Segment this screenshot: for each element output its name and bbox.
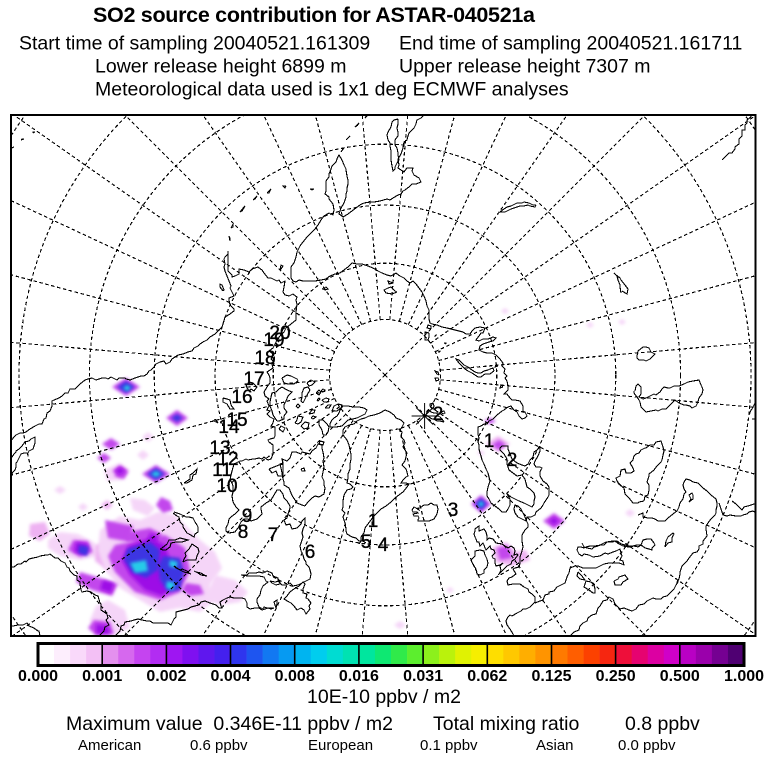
svg-text:0.125: 0.125 (531, 668, 571, 685)
svg-text:18: 18 (254, 348, 275, 369)
svg-text:9: 9 (242, 506, 253, 527)
svg-text:1: 1 (368, 511, 379, 532)
svg-text:0.016: 0.016 (339, 668, 379, 685)
svg-text:0.8 ppbv: 0.8 ppbv (625, 713, 700, 735)
svg-text:Total mixing ratio: Total mixing ratio (433, 713, 579, 735)
svg-text:16: 16 (231, 387, 252, 408)
svg-text:7: 7 (268, 525, 279, 546)
svg-text:0.000: 0.000 (18, 668, 58, 685)
svg-text:0.001: 0.001 (82, 668, 122, 685)
svg-text:Upper release height 7307 m: Upper release height 7307 m (399, 56, 651, 78)
svg-text:6: 6 (305, 542, 316, 563)
svg-text:0.250: 0.250 (596, 668, 636, 685)
svg-text:2: 2 (507, 450, 518, 471)
svg-text:Asian: Asian (536, 737, 574, 754)
svg-text:End time of sampling 20040521.: End time of sampling 20040521.161711 (399, 33, 742, 55)
svg-text:20: 20 (269, 323, 290, 344)
svg-text:European: European (308, 737, 373, 754)
svg-text:5: 5 (361, 532, 372, 553)
svg-text:4: 4 (378, 535, 389, 556)
svg-text:Maximum value 0.346E-11 ppbv: Maximum value 0.346E-11 ppbv / m2 (66, 713, 393, 735)
svg-text:0.500: 0.500 (660, 668, 700, 685)
svg-text:0.004: 0.004 (210, 668, 250, 685)
svg-text:10E-10 ppbv / m2: 10E-10 ppbv / m2 (307, 686, 461, 708)
svg-text:0.0 ppbv: 0.0 ppbv (618, 737, 676, 754)
svg-text:3: 3 (448, 500, 459, 521)
svg-text:15: 15 (226, 410, 247, 431)
svg-text:1.000: 1.000 (724, 668, 764, 685)
svg-text:0.008: 0.008 (275, 668, 315, 685)
svg-text:14: 14 (218, 417, 240, 438)
svg-text:2: 2 (433, 404, 444, 425)
svg-text:10: 10 (216, 476, 237, 497)
svg-text:0.6 ppbv: 0.6 ppbv (190, 737, 248, 754)
svg-text:12: 12 (217, 449, 238, 470)
svg-text:13: 13 (209, 438, 230, 459)
svg-text:0.1 ppbv: 0.1 ppbv (420, 737, 478, 754)
svg-text:0.062: 0.062 (467, 668, 507, 685)
svg-text:0.002: 0.002 (146, 668, 186, 685)
svg-text:0.031: 0.031 (403, 668, 443, 685)
svg-text:Meteorological data used is 1x: Meteorological data used is 1x1 deg ECMW… (95, 79, 569, 101)
svg-text:8: 8 (238, 522, 249, 543)
svg-text:17: 17 (243, 369, 264, 390)
svg-text:American: American (78, 737, 141, 754)
svg-text:Start time of sampling 2004052: Start time of sampling 20040521.161309 (19, 33, 370, 55)
svg-text:1: 1 (484, 431, 495, 452)
svg-text:11: 11 (212, 460, 232, 481)
svg-text:Lower release height 6899 m: Lower release height 6899 m (95, 56, 347, 78)
svg-text:19: 19 (263, 330, 284, 351)
svg-text:SO2 source contribution for AS: SO2 source contribution for ASTAR-040521… (93, 3, 536, 27)
